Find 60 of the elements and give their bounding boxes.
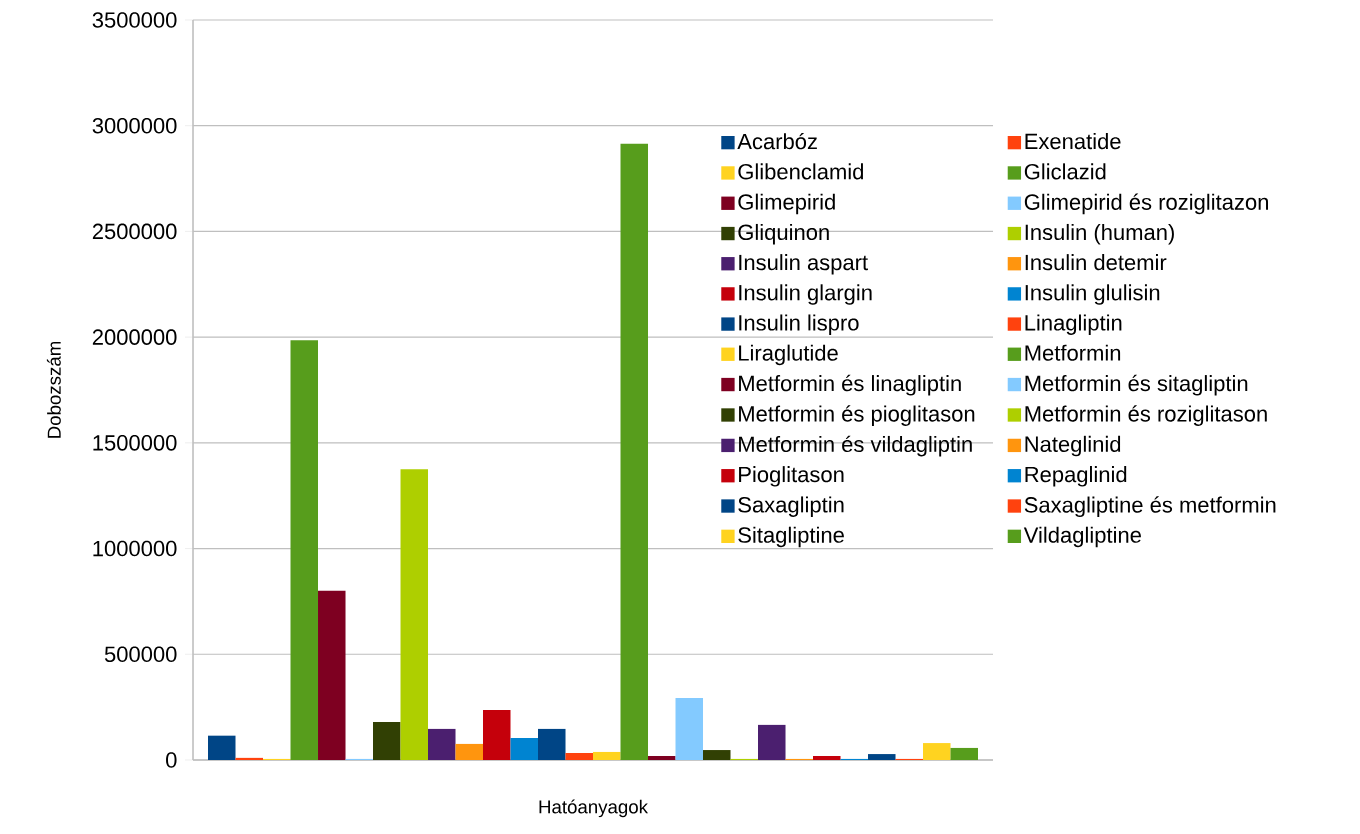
bar <box>235 757 264 760</box>
legend-label: Saxagliptin <box>738 496 844 517</box>
y-tick-label: 0 <box>166 752 177 768</box>
legend-label: Pioglitason <box>739 466 844 487</box>
y-tick-label: 1000000 <box>93 540 177 557</box>
bar <box>950 747 979 760</box>
bar <box>620 143 649 760</box>
bar <box>593 751 621 760</box>
legend-label: Insulin aspart <box>739 254 868 275</box>
legend-label: Metformin <box>1025 344 1121 361</box>
bar <box>428 728 456 760</box>
bar <box>868 754 896 760</box>
legend-label: Nateglinid <box>1025 435 1121 457</box>
bar <box>208 735 236 760</box>
bar <box>400 469 429 760</box>
bar <box>373 721 401 760</box>
bar <box>510 738 539 760</box>
bar <box>455 743 483 760</box>
bar <box>538 728 566 760</box>
legend-label: Repaglinid <box>1025 466 1127 487</box>
bar <box>318 590 346 760</box>
y-tick-label: 500000 <box>104 646 177 663</box>
legend-label: Glimepirid <box>738 193 835 215</box>
y-tick-label: 2000000 <box>92 329 177 345</box>
bar <box>483 710 511 760</box>
legend-label: Gliclazid <box>1024 163 1106 180</box>
legend-label: Glimepirid és roziglitazon <box>1024 193 1268 215</box>
legend-label: Metformin és vildagliptin <box>739 435 972 457</box>
legend-label: Insulin (human) <box>1025 223 1174 245</box>
x-axis-title: Hatóanyagok <box>539 799 649 818</box>
y-tick-label: 3500000 <box>92 12 177 28</box>
legend-label: Vildagliptine <box>1023 526 1141 548</box>
y-tick-label: 3000000 <box>92 117 177 134</box>
legend-label: Gliquinon <box>738 223 829 245</box>
y-axis-title: Dobozszám <box>46 341 61 438</box>
legend-label: Metformin és linagliptin <box>739 374 961 396</box>
legend-label: Insulin glargin <box>739 284 872 305</box>
bar <box>675 698 704 760</box>
bar <box>648 755 676 760</box>
legend-label: Metformin és sitagliptin <box>1025 374 1248 396</box>
legend-label: Exenatide <box>1025 133 1121 150</box>
bar <box>813 755 841 760</box>
y-tick-label: 2500000 <box>92 223 177 240</box>
legend-label: Metformin és pioglitason <box>739 405 975 426</box>
bar <box>565 753 593 760</box>
legend-label: Insulin detemir <box>1025 254 1167 271</box>
legend-label: Linagliptin <box>1025 314 1122 335</box>
bar <box>758 724 786 760</box>
legend-label: Acarbóz <box>737 132 817 150</box>
y-tick-label: 1500000 <box>93 435 177 451</box>
legend-label: Liraglutide <box>739 344 838 366</box>
bar <box>703 750 731 760</box>
legend-label: Sitagliptine <box>738 526 844 548</box>
legend-label: Glibenclamid <box>738 163 863 180</box>
bar <box>290 340 318 760</box>
legend-label: Saxagliptine és metformin <box>1024 496 1276 518</box>
legend-label: Metformin és roziglitason <box>1025 405 1267 426</box>
bar <box>923 743 951 760</box>
legend-label: Insulin glulisin <box>1025 284 1160 305</box>
legend-label: Insulin lispro <box>739 314 859 335</box>
